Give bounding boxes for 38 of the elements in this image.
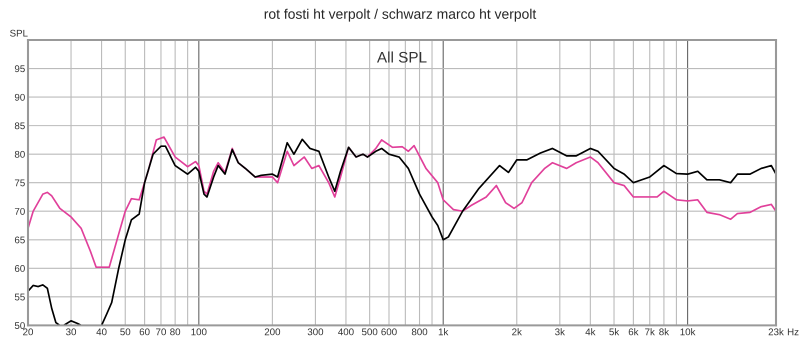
x-tick-label: 800 bbox=[412, 328, 428, 336]
x-tick-label: 4k bbox=[585, 328, 596, 336]
x-tick-label: 2k bbox=[512, 328, 522, 336]
y-tick-label: 90 bbox=[14, 94, 25, 101]
x-tick-label: 600 bbox=[381, 328, 397, 336]
x-tick-label: 8k bbox=[659, 328, 670, 336]
x-tick-label: 100 bbox=[191, 328, 207, 336]
y-tick-label: 65 bbox=[14, 236, 25, 244]
x-tick-label: 70 bbox=[156, 328, 166, 336]
y-tick-label: 85 bbox=[14, 122, 25, 130]
x-axis-title: Hz bbox=[788, 328, 799, 336]
x-tick-label: 400 bbox=[338, 328, 354, 336]
x-tick-label: 50 bbox=[120, 328, 130, 336]
x-tick-label: 1k bbox=[438, 328, 448, 336]
x-tick-label: 500 bbox=[362, 328, 378, 336]
x-tick-label: 23k bbox=[768, 328, 784, 336]
y-axis-title: SPL bbox=[10, 30, 28, 37]
y-tick-label: 50 bbox=[14, 322, 25, 329]
x-tick-label: 5k bbox=[609, 328, 620, 336]
chart-title: rot fosti ht verpolt / schwarz marco ht verpolt bbox=[264, 8, 536, 22]
x-tick-label: 10k bbox=[680, 328, 696, 336]
y-tick-label: 95 bbox=[14, 65, 25, 72]
y-tick-label: 80 bbox=[14, 150, 25, 158]
x-tick-label: 7k bbox=[645, 328, 655, 336]
x-tick-label: 3k bbox=[555, 328, 565, 336]
y-tick-label: 75 bbox=[14, 180, 25, 186]
x-tick-label: 40 bbox=[96, 328, 107, 336]
y-tick-label: 70 bbox=[14, 208, 25, 215]
y-tick-label: 55 bbox=[14, 294, 25, 300]
annotation: All SPL bbox=[376, 51, 427, 63]
x-tick-label: 200 bbox=[264, 328, 280, 336]
x-tick-label: 300 bbox=[308, 328, 324, 336]
x-tick-label: 80 bbox=[170, 328, 180, 336]
y-tick-label: 60 bbox=[14, 265, 25, 272]
x-tick-label: 20 bbox=[23, 328, 34, 336]
x-tick-label: 30 bbox=[66, 328, 76, 336]
x-tick-label: 60 bbox=[140, 328, 150, 336]
x-tick-label: 6k bbox=[628, 328, 639, 336]
